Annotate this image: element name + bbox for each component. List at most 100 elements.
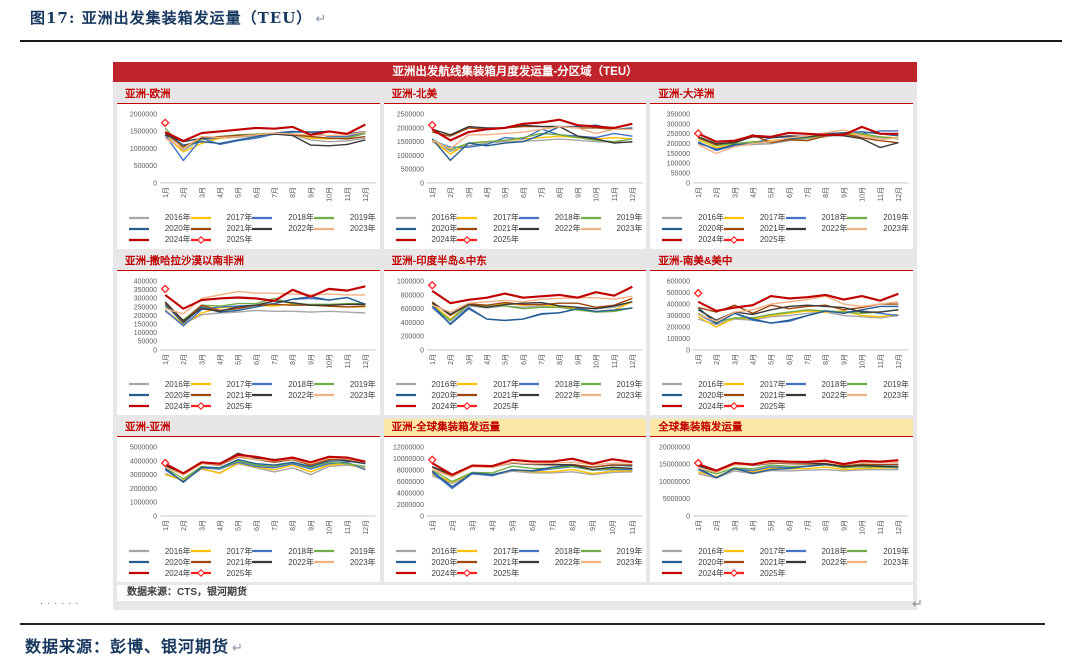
svg-text:100000: 100000	[134, 330, 157, 337]
legend-swatch-icon	[662, 560, 683, 564]
legend-label: 2024年	[431, 568, 458, 578]
svg-text:1月: 1月	[162, 187, 170, 198]
legend-label: 2020年	[431, 224, 458, 234]
legend-label: 2018年	[288, 546, 314, 556]
legend-item: 2024年	[395, 235, 458, 245]
chart-legend: 2016年 2017年 2018年 2019年 2020年 2021年 2022年 2023年…	[652, 378, 911, 414]
legend-item: 2021年	[723, 224, 786, 234]
legend-item: 2023年	[847, 224, 909, 234]
legend-label: 2023年	[883, 557, 909, 567]
legend-item: 2017年	[190, 379, 253, 389]
legend-label: 2025年	[226, 235, 253, 245]
dotted-leader: ......	[40, 595, 83, 607]
line-chart: 0 200000 400000 600000 800000 1000000 1月 2月 3月 4月…	[397, 278, 643, 368]
chart-legend: 2016年 2017年 2018年 2019年 2020年 2021年 2022年 2023年…	[119, 545, 378, 581]
svg-text:5000000: 5000000	[130, 445, 157, 452]
line-chart: 0 100000 200000 300000 400000 500000 600000 1月 2…	[667, 278, 909, 369]
svg-text:7月: 7月	[271, 520, 279, 531]
svg-text:200000: 200000	[400, 333, 423, 340]
svg-text:100000: 100000	[667, 336, 690, 343]
legend-item: 2018年	[518, 213, 581, 223]
svg-text:10月: 10月	[609, 520, 617, 535]
svg-text:7月: 7月	[804, 354, 812, 365]
legend-label: 2023年	[883, 390, 909, 400]
legend-swatch-icon	[313, 394, 334, 397]
latest-point-marker	[694, 129, 703, 138]
latest-point-marker	[694, 458, 703, 468]
legend-swatch-icon	[190, 394, 211, 397]
legend-item: 2016年	[662, 379, 724, 389]
legend-item: 2019年	[580, 213, 643, 223]
legend-swatch-icon	[129, 571, 149, 575]
svg-text:9月: 9月	[307, 354, 315, 365]
legend-label: 2024年	[431, 401, 458, 411]
legend-label: 2022年	[821, 390, 848, 400]
legend-item: 2016年	[662, 546, 724, 556]
svg-text:800000: 800000	[400, 292, 423, 299]
svg-text:4月: 4月	[216, 187, 224, 198]
legend-swatch-icon	[457, 394, 478, 397]
svg-text:4000000: 4000000	[397, 491, 424, 498]
legend-label: 2017年	[493, 546, 519, 556]
svg-text:2月: 2月	[713, 354, 721, 365]
legend-swatch-icon	[457, 235, 478, 244]
svg-text:600000: 600000	[667, 278, 690, 285]
latest-point-marker	[160, 458, 170, 468]
legend-swatch-icon	[129, 405, 149, 408]
legend-label: 2016年	[164, 213, 191, 223]
svg-text:3000000: 3000000	[130, 472, 157, 479]
chart-panel-title: 亚洲-欧洲	[117, 86, 380, 104]
legend-swatch-icon	[395, 571, 416, 575]
legend-item: 2018年	[518, 379, 581, 389]
legend-swatch-icon	[580, 383, 601, 386]
svg-text:9月: 9月	[574, 354, 582, 365]
legend-swatch-icon	[129, 394, 149, 397]
svg-text:3月: 3月	[469, 520, 477, 531]
svg-text:1000000: 1000000	[130, 500, 157, 507]
svg-text:2月: 2月	[713, 187, 721, 198]
legend-label: 2023年	[616, 224, 643, 234]
svg-text:300000: 300000	[667, 121, 690, 128]
legend-item: 2017年	[190, 546, 252, 556]
line-chart: 0 500000 1000000 1500000 2000000 1月 2月 3月 4月 5月 6月…	[130, 112, 376, 202]
svg-text:10月: 10月	[592, 187, 600, 202]
legend-label: 2017年	[493, 379, 519, 389]
svg-text:10月: 10月	[859, 354, 867, 369]
svg-text:2月: 2月	[447, 354, 455, 365]
svg-text:12月: 12月	[362, 187, 370, 202]
svg-text:8月: 8月	[289, 354, 297, 365]
svg-text:8月: 8月	[556, 354, 564, 365]
legend-label: 2024年	[164, 568, 191, 578]
legend-swatch-icon	[847, 227, 868, 230]
legend-item: 2020年	[395, 390, 457, 400]
legend-swatch-icon	[785, 549, 806, 553]
legend-item: 2017年	[457, 213, 519, 223]
svg-text:5月: 5月	[509, 520, 517, 531]
legend-item: 2017年	[723, 546, 786, 556]
legend-label: 2020年	[164, 557, 191, 567]
svg-text:6月: 6月	[519, 187, 527, 198]
legend-label: 2021年	[226, 224, 253, 234]
legend-label: 2024年	[431, 235, 458, 245]
legend-label: 2017年	[226, 379, 253, 389]
svg-text:5月: 5月	[768, 520, 776, 531]
legend-item: 2020年	[395, 224, 458, 234]
legend-label: 2019年	[883, 546, 909, 556]
legend-item: 2019年	[847, 379, 909, 389]
legend-item: 2021年	[457, 390, 519, 400]
legend-swatch-icon	[190, 569, 211, 578]
svg-text:11月: 11月	[877, 520, 885, 534]
legend-label: 2019年	[616, 213, 643, 223]
svg-text:7月: 7月	[804, 520, 812, 531]
legend-item: 2020年	[662, 557, 724, 567]
legend-item: 2025年	[723, 568, 786, 578]
legend-swatch-icon	[662, 227, 683, 230]
legend-item: 2016年	[129, 546, 191, 556]
svg-text:200000: 200000	[667, 324, 690, 331]
legend-swatch-icon	[580, 549, 601, 553]
legend-label: 2022年	[821, 557, 848, 567]
legend-swatch-icon	[785, 227, 806, 230]
legend-item: 2018年	[785, 546, 847, 556]
legend-swatch-icon	[395, 216, 416, 219]
figure-caption-text: 图17: 亚洲出发集装箱发运量（TEU）	[30, 9, 313, 27]
